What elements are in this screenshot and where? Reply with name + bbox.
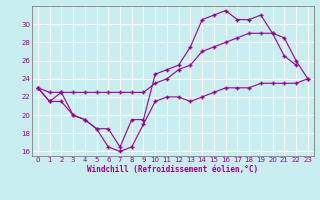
X-axis label: Windchill (Refroidissement éolien,°C): Windchill (Refroidissement éolien,°C) — [87, 165, 258, 174]
